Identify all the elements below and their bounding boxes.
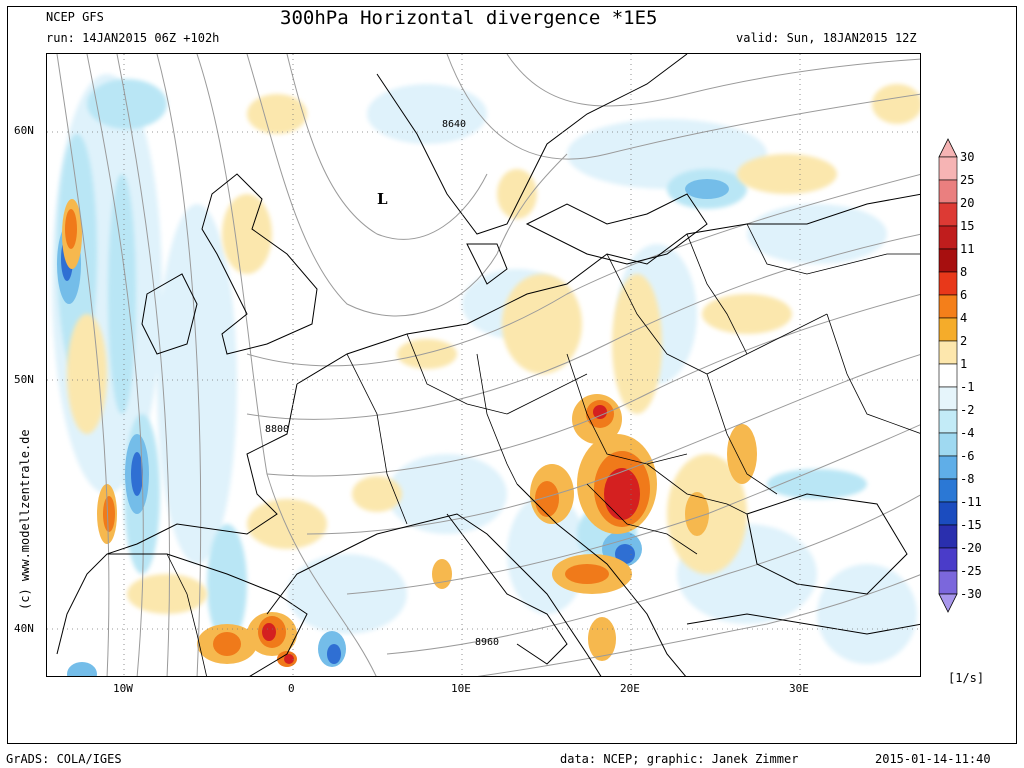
colorbar-level-label: 11 (960, 242, 975, 256)
lon-label-10e: 10E (451, 682, 471, 695)
lat-label-40n: 40N (14, 622, 34, 635)
colorbar-swatch (938, 294, 958, 319)
colorbar-level-label: -4 (960, 426, 975, 440)
colorbar-level-label: 8 (960, 265, 968, 279)
lon-label-10w: 10W (113, 682, 133, 695)
colorbar-level-label: 4 (960, 311, 968, 325)
contour-label-8960: 8960 (475, 637, 499, 648)
colorbar-swatch (938, 409, 958, 434)
colorbar-level-label: 15 (960, 219, 975, 233)
positive-divergence-field (67, 84, 920, 614)
colorbar-level-label: -20 (960, 541, 982, 555)
colorbar-level-label: 20 (960, 196, 975, 210)
lon-label-0: 0 (288, 682, 295, 695)
colorbar-swatch (938, 179, 958, 204)
lon-label-20e: 20E (620, 682, 640, 695)
colorbar-level-label: -25 (960, 564, 982, 578)
colorbar-swatch (938, 202, 958, 227)
colorbar-level-label: -6 (960, 449, 975, 463)
colorbar-level-label: -1 (960, 380, 975, 394)
colorbar-swatch (938, 271, 958, 296)
colorbar-level-label: 30 (960, 150, 975, 164)
figure-frame (7, 6, 1017, 744)
colorbar-swatch (938, 363, 958, 388)
lat-label-50n: 50N (14, 373, 34, 386)
colorbar-level-label: -2 (960, 403, 975, 417)
map-title: 300hPa Horizontal divergence *1E5 (280, 7, 658, 29)
valid-time: valid: Sun, 18JAN2015 12Z (736, 31, 917, 45)
colorbar-level-label: 2 (960, 334, 968, 348)
colorbar-swatch (938, 570, 958, 595)
colorbar-swatch (938, 225, 958, 250)
colorbar-level-label: 6 (960, 288, 968, 302)
colorbar-level-label: 25 (960, 173, 975, 187)
colorbar-swatch (938, 455, 958, 480)
colorbar-swatch (938, 386, 958, 411)
footer-software: GrADS: COLA/IGES (6, 752, 122, 766)
graticule (47, 54, 920, 676)
model-name: NCEP GFS (46, 10, 104, 24)
colorbar-swatch (938, 478, 958, 503)
positive-divergence-core (262, 405, 640, 664)
side-credit: (c) www.modellzentrale.de (18, 429, 32, 610)
contour-label-8800: 8800 (265, 424, 289, 435)
colorbar-swatch (938, 248, 958, 273)
colorbar-level-label: -11 (960, 495, 982, 509)
colorbar-swatch (938, 340, 958, 365)
colorbar-unit: [1/s] (948, 671, 985, 685)
colorbar-bottom-arrow (938, 593, 958, 613)
colorbar-level-label: 1 (960, 357, 968, 371)
colorbar-level-label: -30 (960, 587, 982, 601)
divergence-map: 8640 8800 8960 L (46, 53, 921, 677)
colorbar-swatch (938, 524, 958, 549)
run-info: run: 14JAN2015 06Z +102h (46, 31, 220, 45)
colorbar-level-label: -8 (960, 472, 975, 486)
contour-label-8640: 8640 (442, 119, 466, 130)
footer-timestamp: 2015-01-14-11:40 (875, 752, 991, 766)
colorbar-swatch (938, 317, 958, 342)
lon-label-30e: 30E (789, 682, 809, 695)
map-canvas: 8640 8800 8960 L (47, 54, 920, 676)
colorbar-top-arrow (938, 138, 958, 158)
colorbar-level-label: -15 (960, 518, 982, 532)
colorbar-swatch (938, 432, 958, 457)
country-borders (166, 223, 920, 676)
colorbar-swatch (938, 156, 958, 181)
colorbar-swatch (938, 501, 958, 526)
lat-label-60n: 60N (14, 124, 34, 137)
low-pressure-center: L (377, 190, 388, 208)
footer-credits: data: NCEP; graphic: Janek Zimmer (560, 752, 799, 766)
colorbar (938, 138, 958, 613)
colorbar-swatch (938, 547, 958, 572)
